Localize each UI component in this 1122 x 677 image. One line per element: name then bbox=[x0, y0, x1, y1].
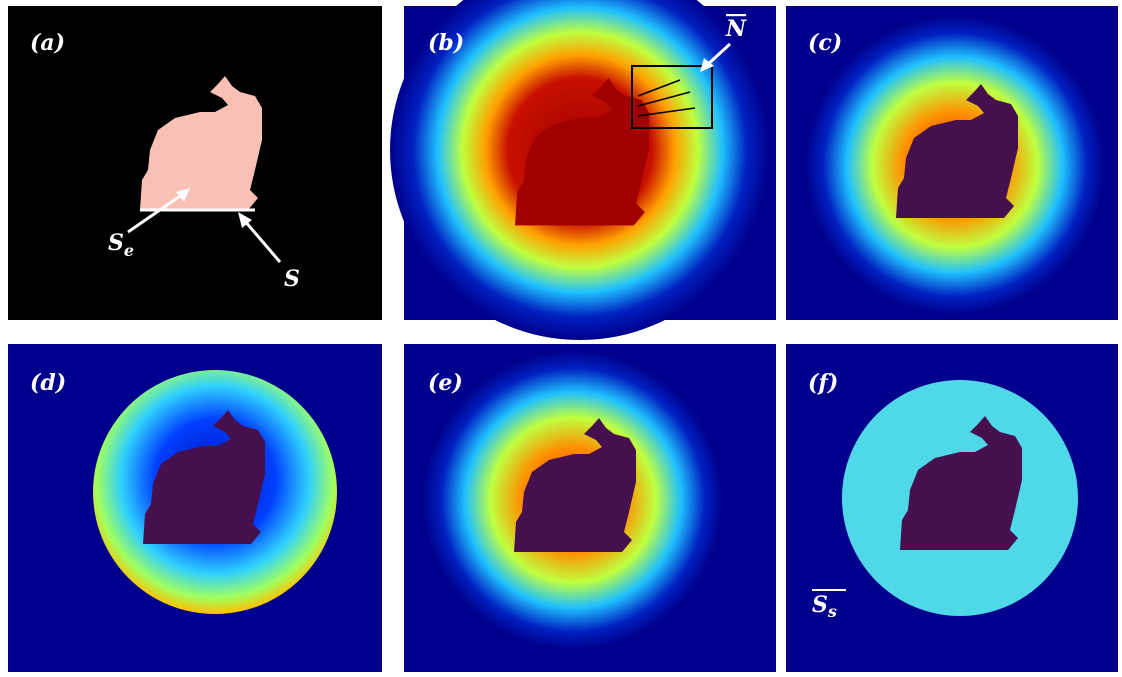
subscript: e bbox=[124, 241, 134, 260]
panel-label: (e) bbox=[428, 370, 463, 396]
arrowhead bbox=[700, 58, 714, 72]
zoom-box bbox=[631, 65, 713, 129]
panel-label: (f) bbox=[808, 370, 838, 396]
subscript: s bbox=[827, 602, 837, 621]
annotation: Se bbox=[108, 230, 134, 260]
panel-label: (d) bbox=[30, 370, 66, 396]
annotation: Ss bbox=[812, 592, 837, 621]
arrowhead bbox=[238, 212, 252, 228]
arrow bbox=[242, 219, 282, 263]
annotation: N bbox=[725, 16, 747, 42]
vectors bbox=[637, 79, 696, 117]
symbol: S bbox=[108, 230, 124, 256]
annotation: S bbox=[284, 266, 300, 292]
arrowhead bbox=[176, 188, 190, 202]
panel-label: (a) bbox=[30, 30, 65, 56]
arrow bbox=[127, 190, 187, 234]
panel-label: (b) bbox=[428, 30, 464, 56]
panel-label: (c) bbox=[808, 30, 842, 56]
arrow bbox=[704, 42, 732, 68]
symbol: S bbox=[812, 592, 828, 618]
